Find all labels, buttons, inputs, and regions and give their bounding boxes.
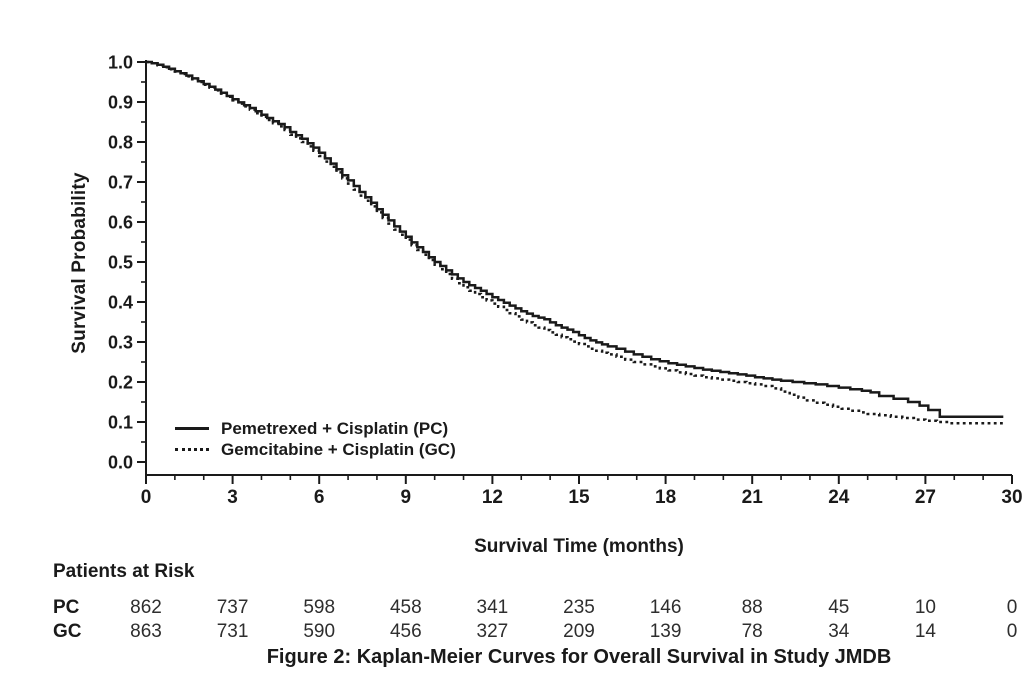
risk-count-gc: 731 bbox=[216, 621, 249, 642]
chart-legend: Pemetrexed + Cisplatin (PC) Gemcitabine … bbox=[175, 418, 456, 460]
y-axis-title: Survival Probability bbox=[69, 172, 90, 354]
y-tick-label: 0.4 bbox=[108, 293, 133, 313]
x-tick-label: 21 bbox=[742, 487, 764, 508]
y-tick-label: 0.7 bbox=[108, 173, 133, 193]
risk-count-gc: 327 bbox=[476, 621, 509, 642]
y-tick-label: 0.3 bbox=[108, 333, 133, 353]
x-axis-title: Survival Time (months) bbox=[474, 536, 684, 557]
risk-count-gc: 139 bbox=[649, 621, 682, 642]
patients-at-risk-title: Patients at Risk bbox=[53, 561, 195, 582]
y-tick-label: 1.0 bbox=[108, 53, 133, 73]
risk-count-pc: 598 bbox=[303, 597, 336, 618]
risk-count-pc: 737 bbox=[216, 597, 249, 618]
legend-row-pc: Pemetrexed + Cisplatin (PC) bbox=[175, 418, 456, 439]
figure-caption: Figure 2: Kaplan-Meier Curves for Overal… bbox=[266, 646, 892, 668]
risk-count-pc: 88 bbox=[741, 597, 763, 618]
risk-count-pc: 235 bbox=[563, 597, 595, 618]
x-tick-label: 30 bbox=[1001, 487, 1022, 508]
x-tick-label: 9 bbox=[401, 487, 412, 508]
survival-curve-gc bbox=[146, 60, 1007, 425]
risk-count-gc: 863 bbox=[130, 621, 162, 642]
risk-count-gc: 14 bbox=[914, 621, 936, 642]
risk-count-pc: 0 bbox=[1006, 597, 1018, 618]
x-tick-label: 27 bbox=[915, 487, 936, 508]
risk-count-gc: 456 bbox=[389, 621, 422, 642]
legend-label-gc: Gemcitabine + Cisplatin (GC) bbox=[221, 439, 456, 459]
y-tick-label: 0.5 bbox=[108, 253, 133, 273]
x-tick-label: 0 bbox=[141, 487, 152, 508]
risk-count-pc: 862 bbox=[130, 597, 162, 618]
y-tick-label: 0.1 bbox=[108, 413, 133, 433]
y-tick-label: 0.2 bbox=[108, 373, 133, 393]
x-tick-label: 15 bbox=[568, 487, 590, 508]
risk-row-label-pc: PC bbox=[53, 597, 80, 618]
y-tick-label: 0.8 bbox=[108, 133, 133, 153]
risk-count-gc: 78 bbox=[741, 621, 763, 642]
risk-count-pc: 458 bbox=[389, 597, 422, 618]
risk-count-pc: 45 bbox=[828, 597, 850, 618]
pc-solid-line-sample bbox=[175, 427, 209, 430]
x-tick-label: 24 bbox=[828, 487, 850, 508]
x-tick-label: 18 bbox=[655, 487, 676, 508]
x-tick-label: 12 bbox=[482, 487, 503, 508]
risk-count-pc: 341 bbox=[476, 597, 509, 618]
gc-dotted-line-sample bbox=[175, 448, 209, 451]
legend-label-pc: Pemetrexed + Cisplatin (PC) bbox=[221, 418, 449, 438]
x-tick-label: 3 bbox=[227, 487, 238, 508]
y-tick-label: 0.6 bbox=[108, 213, 133, 233]
risk-count-pc: 10 bbox=[914, 597, 936, 618]
y-tick-label: 0.9 bbox=[108, 93, 133, 113]
risk-count-pc: 146 bbox=[649, 597, 682, 618]
risk-count-gc: 590 bbox=[303, 621, 336, 642]
survival-chart: 0.0 0.1 0.2 0.3 0.4 0.5 0.6 0.7 0.8 0.9 1.0 0 3 6 9 12 1… bbox=[108, 53, 1023, 509]
survival-curve-pc bbox=[146, 60, 1004, 419]
risk-count-gc: 0 bbox=[1006, 621, 1018, 642]
risk-row-label-gc: GC bbox=[53, 621, 82, 642]
risk-count-gc: 209 bbox=[563, 621, 595, 642]
legend-row-gc: Gemcitabine + Cisplatin (GC) bbox=[175, 439, 456, 460]
x-tick-label: 6 bbox=[314, 487, 325, 508]
y-tick-label: 0.0 bbox=[108, 453, 133, 473]
risk-count-gc: 34 bbox=[828, 621, 850, 642]
